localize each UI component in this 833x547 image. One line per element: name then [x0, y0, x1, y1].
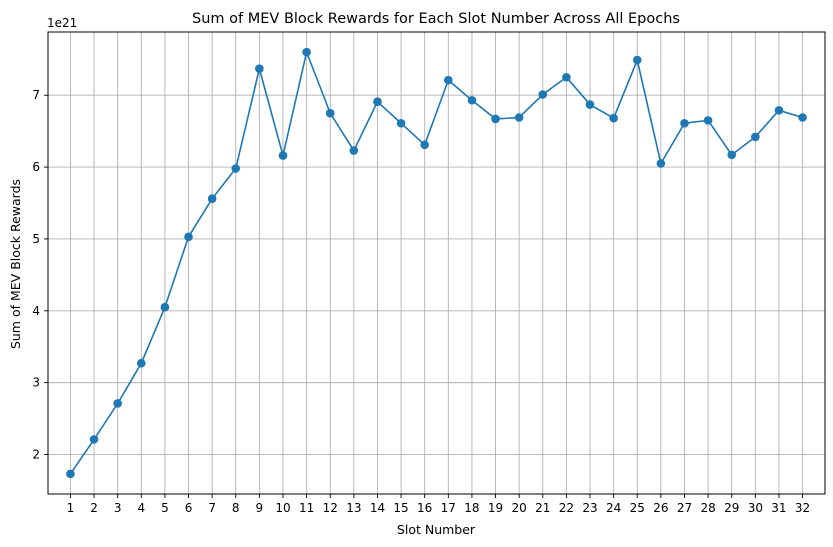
data-point — [278, 151, 288, 160]
data-point — [751, 132, 760, 142]
x-tick-label: 9 — [256, 501, 264, 515]
data-point — [325, 108, 335, 118]
data-point — [703, 116, 713, 125]
data-point — [727, 150, 737, 160]
data-point — [231, 164, 241, 173]
data-point — [302, 47, 311, 57]
x-tick-label: 27 — [677, 501, 692, 515]
x-tick-label: 24 — [606, 501, 621, 515]
x-tick-label: 22 — [559, 501, 574, 515]
x-tick-label: 30 — [748, 501, 763, 515]
x-tick-label: 19 — [488, 501, 503, 515]
x-tick-label: 15 — [393, 501, 408, 515]
x-tick-label: 5 — [161, 501, 169, 515]
x-tick-label: 11 — [299, 501, 314, 515]
data-point — [396, 118, 406, 128]
x-tick-label: 10 — [275, 501, 290, 515]
x-tick-label: 17 — [441, 501, 456, 515]
data-point — [184, 232, 193, 242]
data-point — [113, 399, 122, 408]
chart-title: Sum of MEV Block Rewards for Each Slot N… — [192, 11, 680, 27]
x-tick-label: 21 — [535, 501, 550, 515]
x-tick-label: 12 — [323, 501, 338, 515]
x-tick-label: 32 — [795, 501, 810, 515]
x-tick-label: 2 — [90, 501, 98, 515]
data-point — [420, 140, 429, 150]
data-point — [207, 194, 217, 203]
data-point — [255, 64, 264, 73]
data-point — [585, 100, 595, 109]
x-tick-label: 7 — [208, 501, 216, 515]
data-point — [609, 113, 618, 123]
x-tick-label: 4 — [137, 501, 145, 515]
grid-lines — [48, 32, 825, 494]
x-tick-label: 31 — [771, 501, 786, 515]
data-point — [538, 90, 548, 99]
data-point — [467, 95, 477, 105]
x-axis-ticks: 1 2 3 4 5 6 7 8 9 10 11 12 13 14 15 16 17 18 19 20 21 22 23 24 2… — [67, 494, 810, 515]
x-tick-label: 16 — [417, 501, 432, 515]
data-point — [798, 113, 807, 122]
data-point — [680, 118, 689, 128]
series-line — [69, 49, 803, 475]
x-tick-label: 29 — [724, 501, 739, 515]
data-point — [514, 113, 524, 122]
data-point — [373, 97, 382, 106]
x-tick-label: 18 — [464, 501, 479, 515]
y-tick-label: 3 — [32, 376, 40, 390]
data-point — [66, 469, 75, 479]
plot-area-frame — [47, 31, 826, 495]
x-tick-label: 20 — [512, 501, 527, 515]
x-tick-label: 25 — [630, 501, 645, 515]
data-point — [136, 358, 146, 368]
y-axis-offset-label: 1e21 — [47, 16, 77, 30]
x-tick-label: 14 — [370, 501, 385, 515]
data-point — [491, 114, 500, 124]
y-tick-label: 7 — [32, 88, 40, 102]
x-tick-label: 13 — [346, 501, 361, 515]
y-tick-label: 2 — [32, 447, 40, 461]
data-point — [349, 146, 359, 155]
data-point — [160, 302, 170, 312]
data-series — [66, 47, 807, 479]
y-tick-label: 6 — [32, 160, 40, 174]
y-axis-ticks: 2 3 4 5 6 7 — [32, 88, 48, 461]
y-tick-label: 4 — [32, 304, 40, 318]
data-point — [632, 55, 642, 65]
x-tick-label: 23 — [582, 501, 597, 515]
x-tick-label: 1 — [67, 501, 75, 515]
x-tick-label: 6 — [185, 501, 193, 515]
x-tick-label: 28 — [700, 501, 715, 515]
data-point — [562, 72, 571, 82]
data-point — [444, 75, 453, 85]
y-axis-title: Sum of MEV Block Rewards — [8, 179, 23, 349]
x-tick-label: 8 — [232, 501, 240, 515]
y-tick-label: 5 — [32, 232, 40, 246]
data-point — [89, 435, 99, 444]
x-tick-label: 3 — [114, 501, 122, 515]
data-point — [774, 106, 784, 115]
x-axis-title: Slot Number — [397, 522, 476, 537]
x-tick-label: 26 — [653, 501, 668, 515]
data-point — [656, 159, 666, 168]
